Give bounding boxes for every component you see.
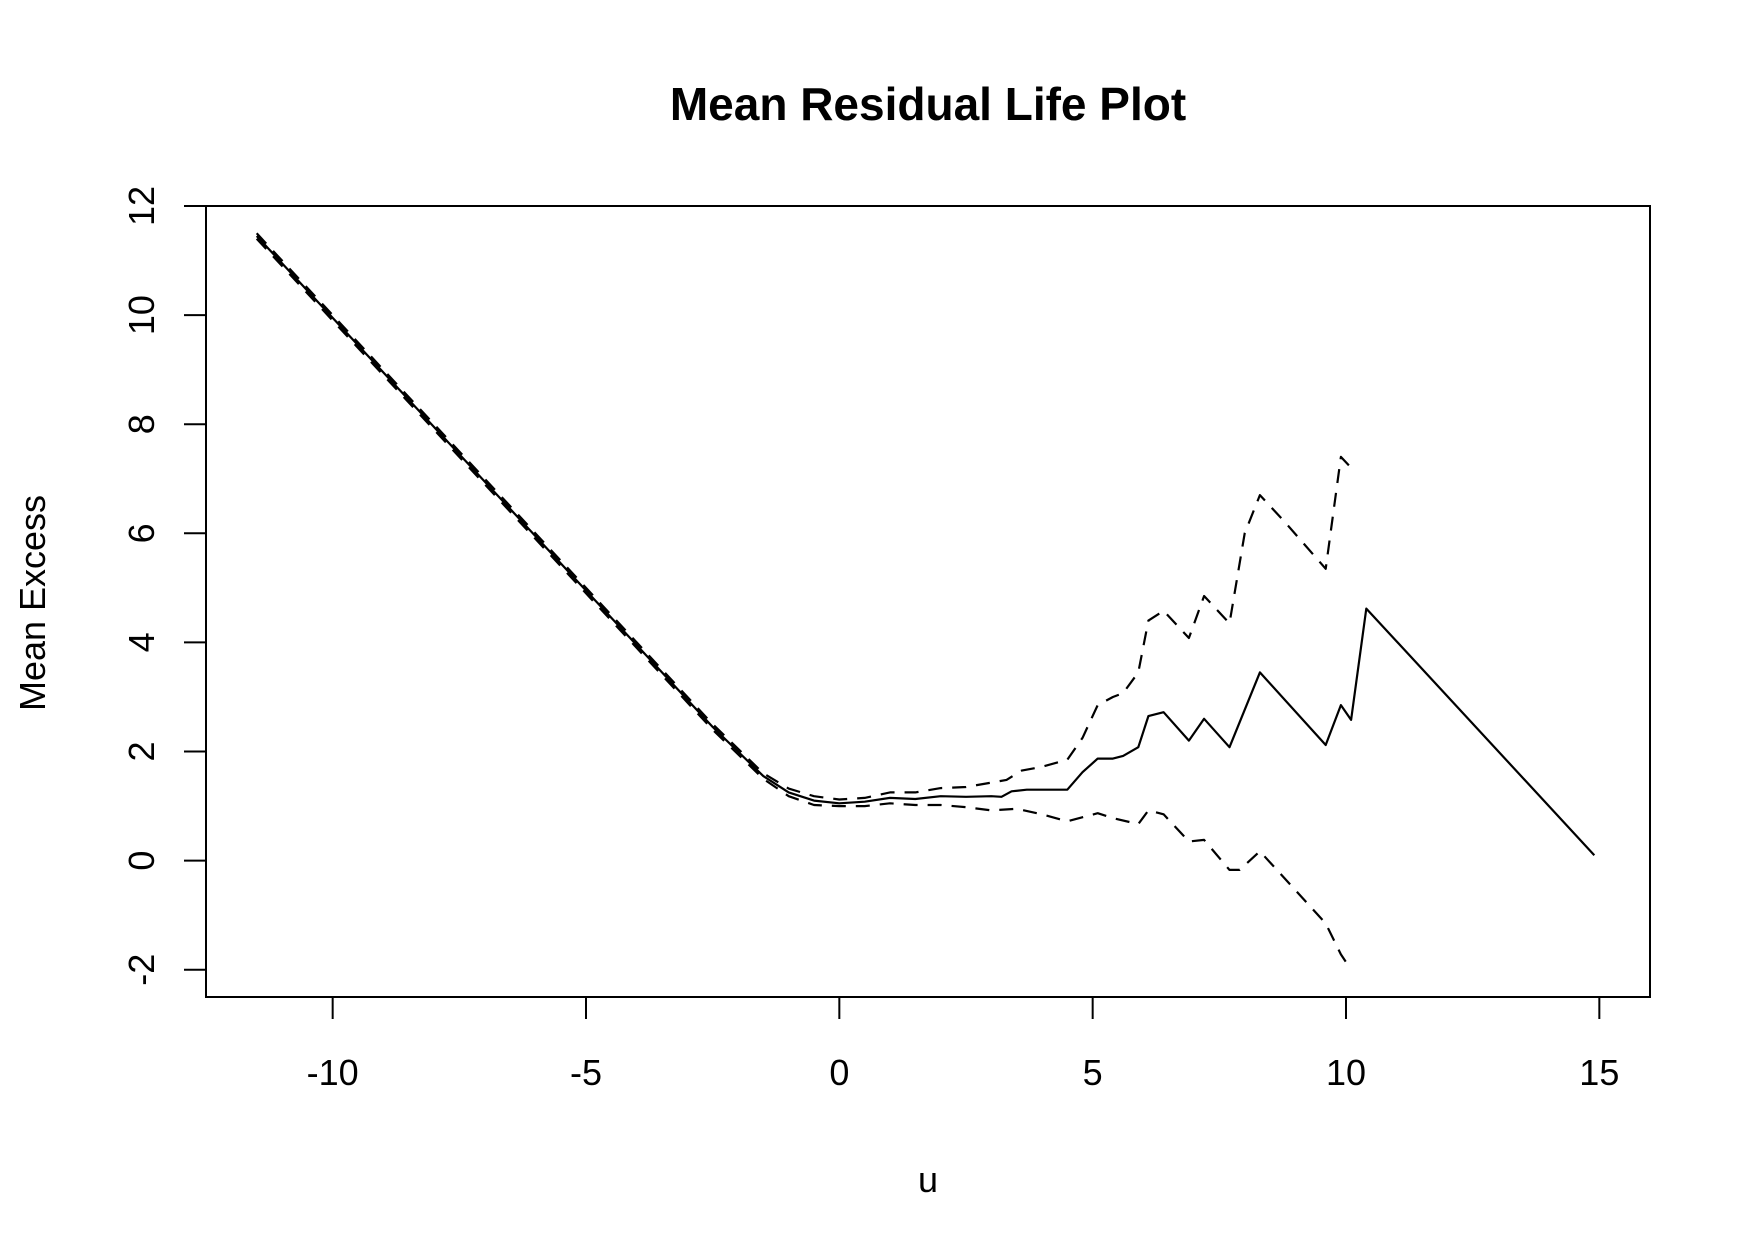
- chart-title: Mean Residual Life Plot: [670, 78, 1186, 130]
- x-tick-label: 10: [1326, 1052, 1366, 1093]
- x-axis-label: u: [918, 1159, 938, 1200]
- y-tick-label: -2: [121, 954, 162, 986]
- x-axis-ticks: -10 -5 0 5 10 15: [307, 996, 1619, 1093]
- y-axis-label: Mean Excess: [12, 495, 53, 711]
- lower-confidence-line: [255, 237, 1353, 971]
- y-tick-label: 12: [121, 186, 162, 226]
- x-tick-label: 0: [829, 1052, 849, 1093]
- x-tick-label: -5: [570, 1052, 602, 1093]
- y-tick-label: 4: [121, 632, 162, 652]
- upper-confidence-line: [255, 232, 1352, 801]
- y-tick-label: 0: [121, 851, 162, 871]
- mean-excess-line: [255, 235, 1596, 856]
- x-tick-label: 5: [1083, 1052, 1103, 1093]
- y-axis-ticks: -2 0 2 4 6 8 10 12: [121, 186, 207, 986]
- series-layer: [255, 232, 1596, 971]
- x-tick-label: -10: [307, 1052, 359, 1093]
- y-tick-label: 2: [121, 742, 162, 762]
- y-tick-label: 6: [121, 523, 162, 543]
- y-tick-label: 8: [121, 414, 162, 434]
- x-tick-label: 15: [1579, 1052, 1619, 1093]
- y-tick-label: 10: [121, 295, 162, 335]
- plot-frame: [205, 205, 1651, 998]
